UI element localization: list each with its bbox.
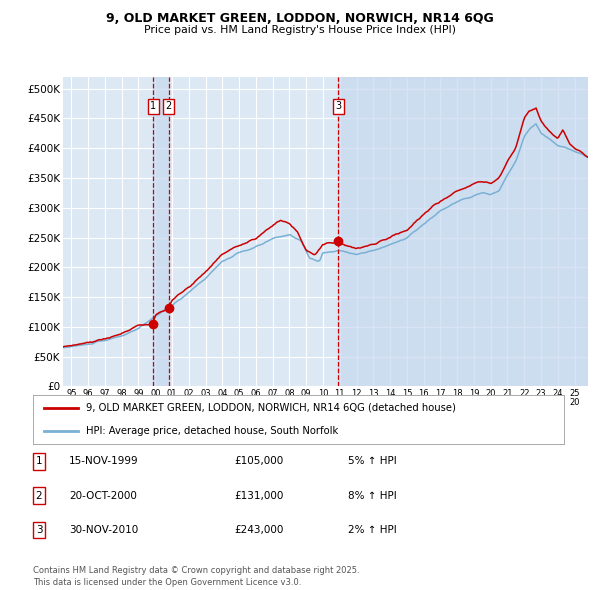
Text: 2: 2 [35, 491, 43, 500]
Text: Contains HM Land Registry data © Crown copyright and database right 2025.
This d: Contains HM Land Registry data © Crown c… [33, 566, 359, 587]
Text: 2% ↑ HPI: 2% ↑ HPI [348, 525, 397, 535]
Text: £105,000: £105,000 [234, 457, 283, 466]
Text: HPI: Average price, detached house, South Norfolk: HPI: Average price, detached house, Sout… [86, 426, 338, 436]
Text: 2: 2 [166, 101, 172, 112]
Bar [338, 77, 588, 386]
Text: 3: 3 [335, 101, 341, 112]
Text: £131,000: £131,000 [234, 491, 283, 500]
Text: 9, OLD MARKET GREEN, LODDON, NORWICH, NR14 6QG: 9, OLD MARKET GREEN, LODDON, NORWICH, NR… [106, 12, 494, 25]
Text: 8% ↑ HPI: 8% ↑ HPI [348, 491, 397, 500]
Text: 1: 1 [35, 457, 43, 466]
Text: 3: 3 [35, 525, 43, 535]
Text: 5% ↑ HPI: 5% ↑ HPI [348, 457, 397, 466]
Text: 30-NOV-2010: 30-NOV-2010 [69, 525, 138, 535]
Text: Price paid vs. HM Land Registry's House Price Index (HPI): Price paid vs. HM Land Registry's House … [144, 25, 456, 35]
Text: £243,000: £243,000 [234, 525, 283, 535]
Text: 9, OLD MARKET GREEN, LODDON, NORWICH, NR14 6QG (detached house): 9, OLD MARKET GREEN, LODDON, NORWICH, NR… [86, 403, 456, 413]
Text: 15-NOV-1999: 15-NOV-1999 [69, 457, 139, 466]
Text: 1: 1 [150, 101, 156, 112]
Bar [153, 77, 169, 386]
Text: 20-OCT-2000: 20-OCT-2000 [69, 491, 137, 500]
